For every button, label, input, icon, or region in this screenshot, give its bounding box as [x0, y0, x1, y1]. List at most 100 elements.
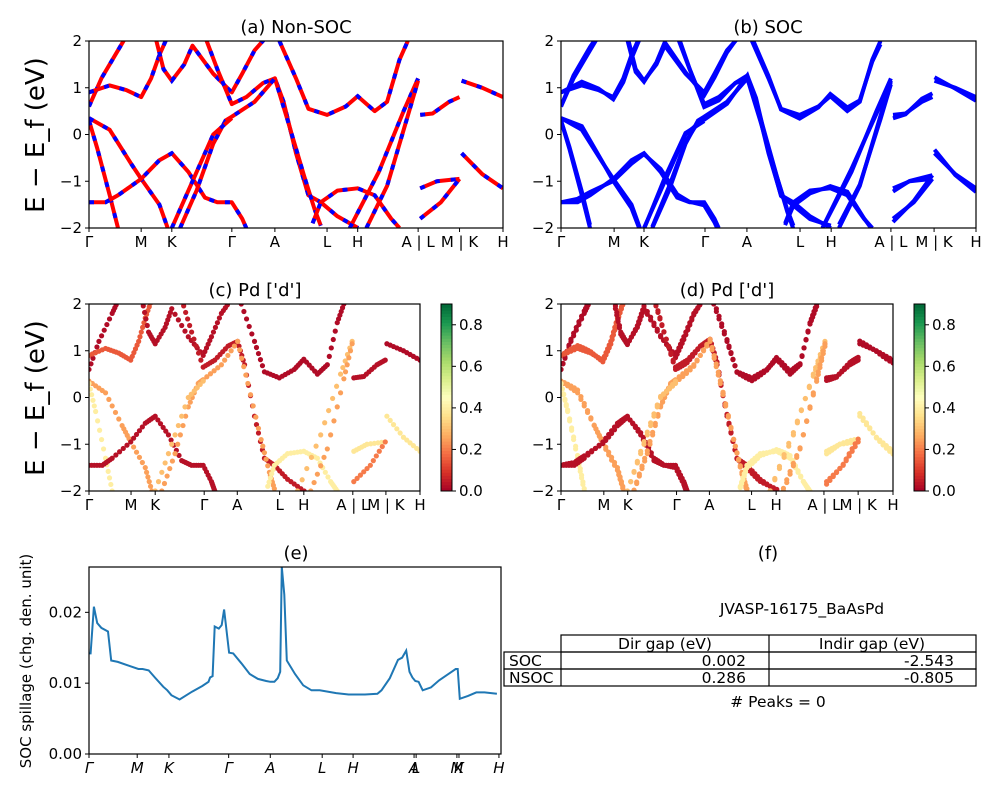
projection-point	[155, 479, 162, 485]
colorbar-segment	[914, 428, 925, 433]
projection-point	[573, 324, 579, 331]
projection-point	[243, 372, 249, 378]
panel-c-data	[89, 304, 420, 491]
projection-point	[102, 390, 109, 396]
projection-point	[376, 448, 382, 454]
projection-point	[253, 414, 259, 420]
colorbar-segment	[441, 356, 452, 361]
projection-point	[330, 395, 336, 402]
projection-point	[720, 389, 726, 395]
projection-point	[261, 450, 268, 456]
projection-point	[133, 449, 140, 455]
projection-point	[723, 401, 729, 407]
projection-point	[857, 410, 863, 417]
x-tick-label: A	[264, 759, 275, 777]
band-line	[561, 150, 721, 228]
projection-point	[736, 457, 742, 463]
projection-point	[138, 329, 144, 335]
y-tick-label: 1	[544, 342, 554, 360]
x-tick-label: K	[454, 759, 465, 777]
projection-point	[616, 472, 622, 478]
projection-point	[136, 428, 143, 434]
colorbar-segment	[441, 347, 452, 352]
colorbar-tick-label: 0.4	[932, 399, 956, 417]
projection-point	[713, 306, 719, 312]
projection-point	[588, 297, 593, 302]
x-tick-label: A | L	[874, 233, 908, 251]
projection-point	[654, 326, 660, 332]
projection-point	[717, 378, 723, 384]
y-tick-label: −1	[60, 172, 82, 190]
projection-point	[654, 402, 660, 408]
colorbar-tick-label: 0.6	[932, 357, 956, 375]
x-tick-label: Γ	[228, 233, 237, 251]
projection-point	[169, 306, 175, 312]
projection-point	[245, 380, 251, 387]
x-tick-label: M	[125, 496, 138, 514]
projection-point	[187, 322, 193, 329]
panel-c-ylabel: E − E_f (eV)	[21, 320, 51, 476]
projection-point	[608, 341, 614, 347]
colorbar-segment	[441, 394, 452, 398]
projection-point	[687, 322, 693, 328]
projection-point	[364, 465, 370, 472]
band-line	[89, 119, 120, 228]
projection-point	[612, 327, 618, 333]
projection-point	[265, 463, 271, 469]
y-tick-label: 0.02	[49, 603, 82, 621]
projection-point	[651, 297, 656, 302]
projection-point	[108, 481, 114, 488]
projection-point	[799, 353, 805, 359]
projection-point	[342, 369, 349, 375]
projection-point	[260, 443, 266, 449]
projection-point	[183, 309, 189, 316]
y-tick-label: −2	[532, 482, 554, 500]
band-line	[676, 41, 832, 228]
projection-point	[189, 329, 195, 335]
projection-point	[852, 441, 858, 447]
colorbar-tick-label: 0.2	[932, 440, 956, 458]
projection-point	[824, 481, 830, 487]
projection-point	[880, 442, 886, 448]
projection-point	[588, 296, 593, 301]
projection-point	[774, 486, 780, 491]
projection-point	[578, 313, 585, 319]
colorbar-segment	[441, 341, 452, 346]
projection-point	[575, 387, 581, 393]
colorbar-segment	[441, 322, 452, 327]
projection-point	[370, 458, 376, 464]
projection-point	[160, 424, 166, 431]
band-line	[419, 95, 461, 117]
projection-point	[235, 338, 241, 344]
projection-point	[655, 308, 661, 314]
projection-point	[820, 350, 826, 357]
projection-point	[175, 317, 181, 323]
band-line	[561, 151, 720, 228]
projection-point	[687, 367, 693, 373]
projection-point	[314, 471, 320, 477]
projection-point	[568, 336, 574, 342]
projection-point	[815, 371, 821, 378]
projection-point	[265, 483, 271, 489]
projection-point	[354, 475, 360, 481]
projection-point	[683, 370, 690, 376]
y-tick-label: 2	[544, 32, 554, 50]
projection-point	[697, 352, 703, 358]
projection-point	[334, 488, 340, 491]
colorbar-segment	[914, 453, 925, 458]
projection-point	[790, 460, 797, 467]
x-tick-label: L	[323, 233, 332, 251]
y-tick-label: 0	[72, 389, 82, 407]
colorbar-segment	[914, 456, 925, 461]
y-tick-label: 1	[72, 342, 82, 360]
projection-point	[620, 485, 626, 491]
projection-point	[644, 308, 650, 315]
projection-point	[795, 468, 801, 474]
projection-point	[133, 431, 140, 438]
colorbar-segment	[441, 438, 452, 442]
projection-point	[713, 361, 719, 367]
projection-point	[330, 336, 336, 343]
projection-point	[187, 399, 193, 405]
projection-point	[246, 323, 252, 330]
projection-point	[650, 429, 656, 435]
